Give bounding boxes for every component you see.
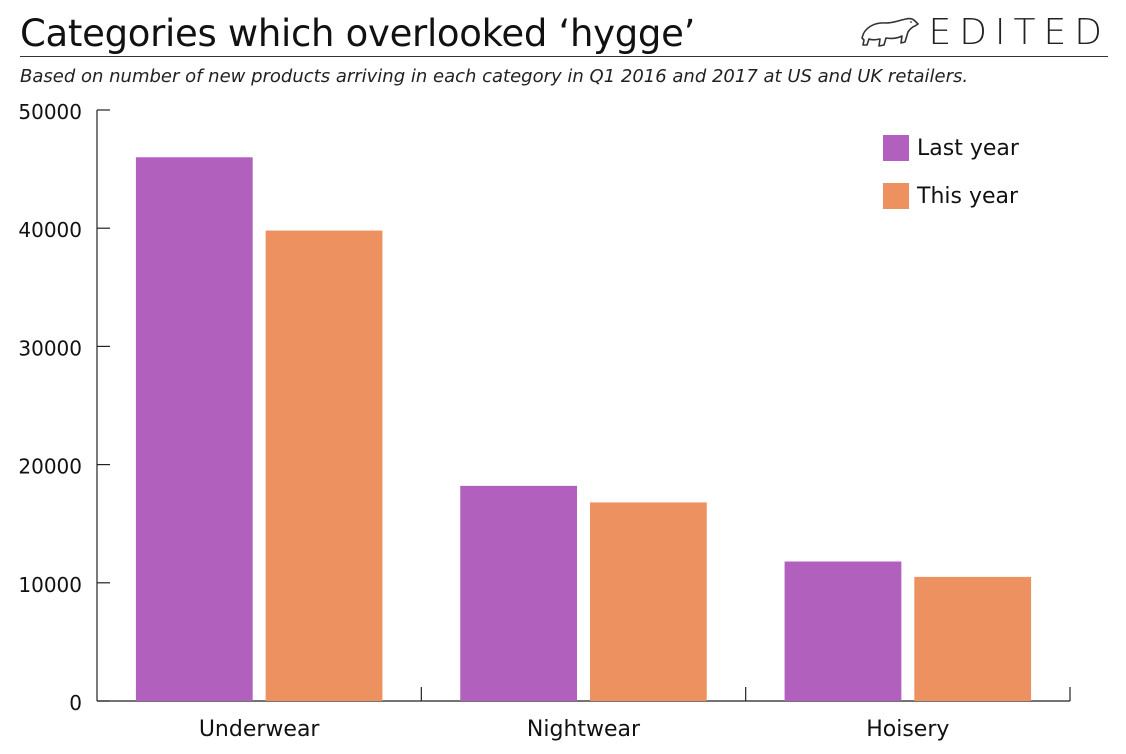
bar-last-year-hoisery <box>784 561 902 701</box>
bar-last-year-nightwear <box>460 485 578 701</box>
legend-label-this-year: This year <box>917 183 1019 209</box>
brand-logo: EDITED <box>858 10 1110 54</box>
chart-title: Categories which overlooked ‘hygge’ <box>20 12 696 55</box>
polar-bear-icon <box>861 17 920 47</box>
legend-swatch-last-year <box>883 135 909 161</box>
bar-last-year-underwear <box>135 157 253 701</box>
legend-swatch-this-year <box>883 183 909 209</box>
x-axis: Underwear Nightwear Hoisery <box>97 687 1071 742</box>
bar-this-year-hoisery <box>914 576 1032 701</box>
y-tick-label: 20000 <box>18 455 82 479</box>
brand-name: EDITED <box>928 11 1110 53</box>
chart-subtitle: Based on number of new products arriving… <box>20 66 969 87</box>
bar-this-year-underwear <box>265 230 383 701</box>
x-tick-label: Hoisery <box>866 717 949 742</box>
legend-label-last-year: Last year <box>917 135 1019 161</box>
y-tick-label: 50000 <box>18 100 82 124</box>
y-tick-label: 40000 <box>18 218 82 242</box>
legend-item-last-year: Last year <box>883 133 1019 163</box>
bar-this-year-nightwear <box>589 502 707 701</box>
x-tick-label: Nightwear <box>527 717 641 742</box>
title-divider <box>20 56 1108 57</box>
y-axis: 0 10000 20000 30000 40000 50000 <box>18 100 110 715</box>
bars-group <box>135 157 1032 701</box>
x-tick-label: Underwear <box>199 717 321 742</box>
legend-item-this-year: This year <box>883 181 1019 211</box>
y-tick-label: 10000 <box>18 573 82 597</box>
y-tick-label: 30000 <box>18 336 82 360</box>
legend: Last year This year <box>883 133 1019 229</box>
y-tick-label: 0 <box>69 691 82 715</box>
